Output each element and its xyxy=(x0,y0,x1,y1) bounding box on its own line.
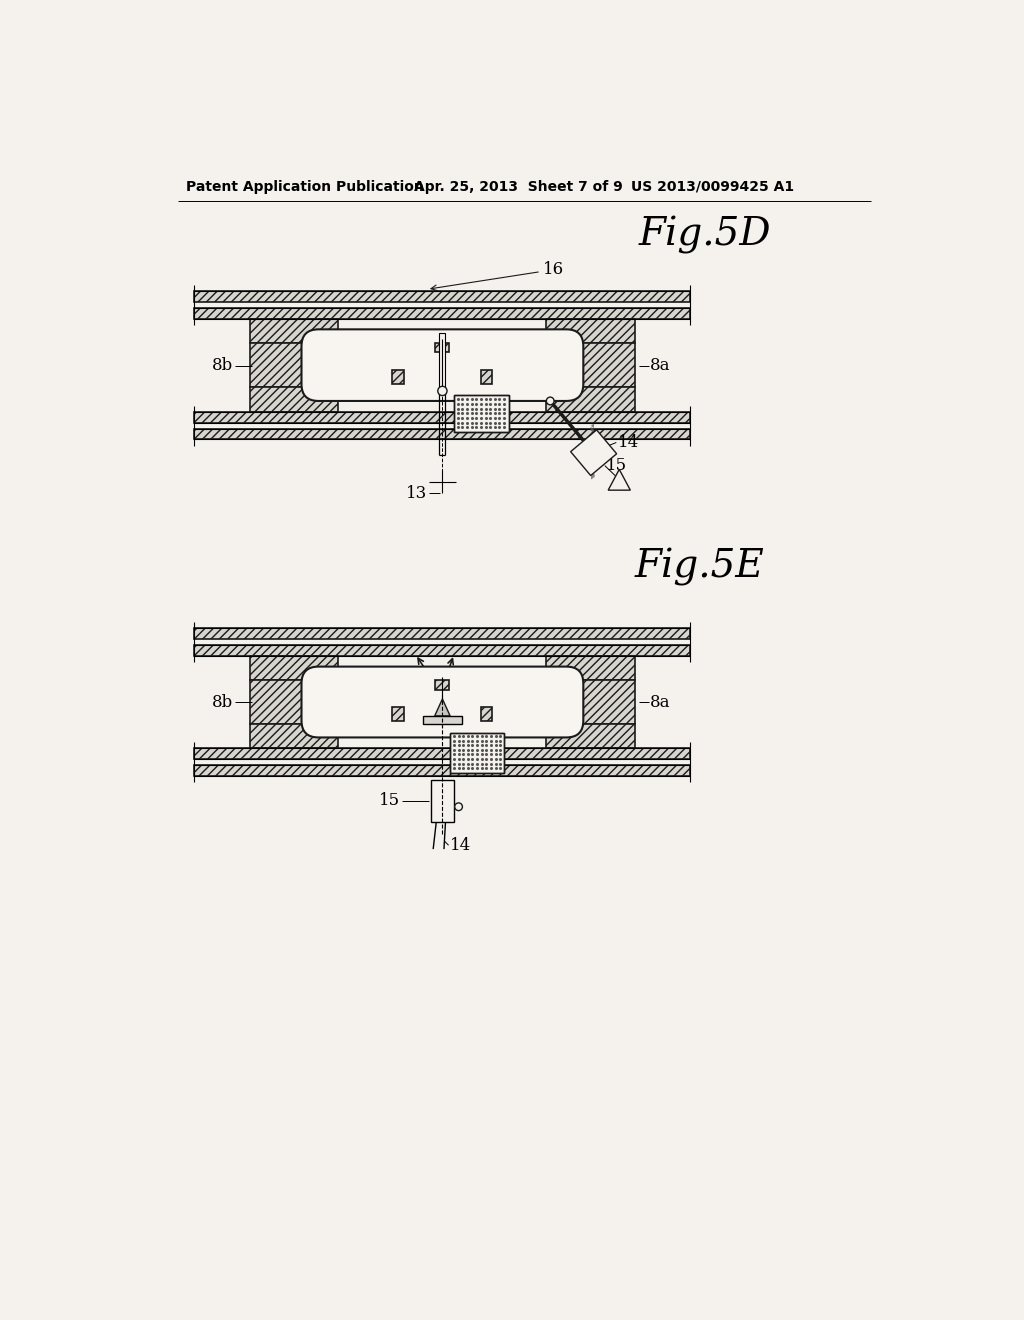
Text: Fig.5D: Fig.5D xyxy=(639,216,771,255)
Text: 13: 13 xyxy=(406,484,427,502)
Bar xyxy=(435,681,450,689)
Polygon shape xyxy=(570,430,616,475)
Polygon shape xyxy=(435,700,451,715)
Text: 14: 14 xyxy=(617,434,639,451)
Circle shape xyxy=(455,803,463,810)
Bar xyxy=(250,387,339,412)
Text: 8b: 8b xyxy=(212,693,233,710)
Bar xyxy=(569,343,635,387)
Bar xyxy=(195,645,690,656)
Bar xyxy=(431,780,454,822)
Text: 15: 15 xyxy=(606,457,628,474)
Circle shape xyxy=(438,387,447,396)
Bar xyxy=(481,706,493,721)
Bar xyxy=(547,656,635,681)
Bar xyxy=(569,681,635,723)
Bar xyxy=(435,343,450,352)
Bar xyxy=(454,395,509,432)
Text: 16: 16 xyxy=(543,261,563,277)
Circle shape xyxy=(547,397,554,405)
Bar xyxy=(250,681,315,723)
Bar xyxy=(195,748,690,759)
Text: 8a: 8a xyxy=(650,356,671,374)
FancyBboxPatch shape xyxy=(301,667,584,738)
Bar xyxy=(195,766,690,776)
Polygon shape xyxy=(608,470,631,490)
Text: 17: 17 xyxy=(464,375,485,392)
Bar xyxy=(195,429,690,440)
Text: Patent Application Publication: Patent Application Publication xyxy=(186,180,424,194)
Bar xyxy=(547,723,635,748)
Text: 15: 15 xyxy=(379,792,400,809)
Bar xyxy=(195,412,690,422)
Bar xyxy=(250,723,339,748)
FancyBboxPatch shape xyxy=(301,330,584,401)
Bar xyxy=(451,733,504,774)
Text: Apr. 25, 2013  Sheet 7 of 9: Apr. 25, 2013 Sheet 7 of 9 xyxy=(414,180,623,194)
Text: 8a: 8a xyxy=(650,693,671,710)
Bar xyxy=(439,333,445,395)
Bar xyxy=(250,343,315,387)
Text: 14: 14 xyxy=(451,837,471,854)
Text: 18: 18 xyxy=(451,375,471,392)
Bar xyxy=(195,628,690,639)
Bar xyxy=(481,370,493,384)
Bar xyxy=(195,290,690,302)
Text: 8b: 8b xyxy=(212,356,233,374)
Bar xyxy=(392,706,403,721)
Bar xyxy=(250,318,339,343)
Text: Fig.5E: Fig.5E xyxy=(635,548,765,586)
Bar xyxy=(423,715,462,723)
Bar xyxy=(392,370,403,384)
Bar xyxy=(547,387,635,412)
Bar xyxy=(195,308,690,318)
Bar xyxy=(451,733,504,774)
Bar xyxy=(547,318,635,343)
Bar xyxy=(454,395,509,432)
Text: US 2013/0099425 A1: US 2013/0099425 A1 xyxy=(631,180,795,194)
Bar xyxy=(250,656,339,681)
